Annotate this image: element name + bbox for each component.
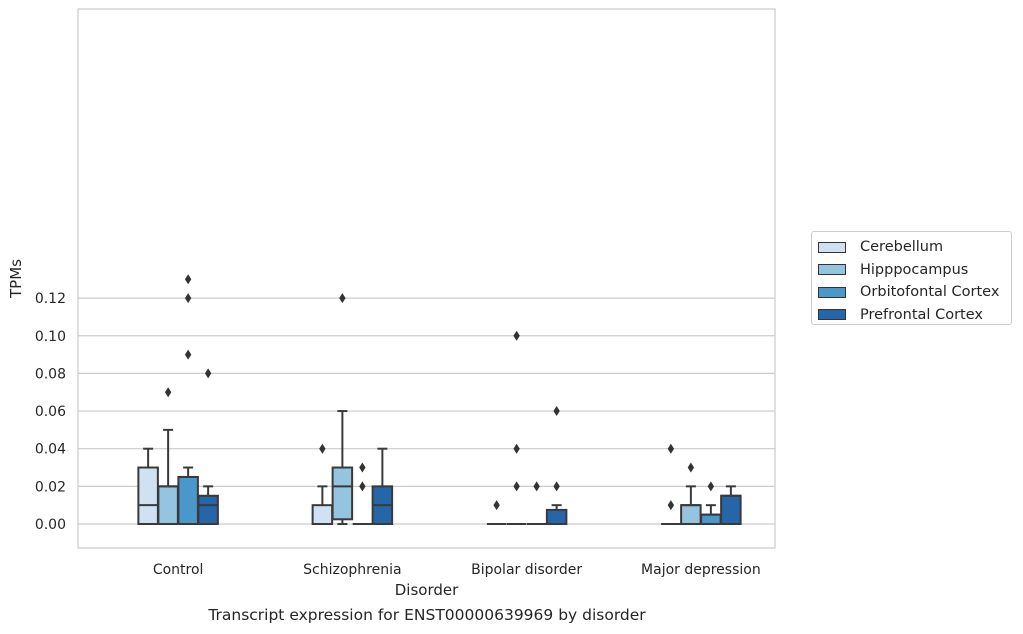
y-tick-label: 0.08 [35,366,66,382]
box [157,485,179,526]
legend-swatch [818,241,846,253]
y-tick-label: 0.00 [35,517,66,533]
box-cerebellum [486,500,507,525]
outlier-point [319,443,326,454]
outlier-point [687,462,695,473]
box [137,466,159,525]
legend-item: Orbitofontal Cortex [818,281,1011,304]
outlier-point [707,481,715,492]
x-tick-label: Control [153,562,204,578]
box [680,504,702,525]
legend-label: Cerebellum [860,239,944,256]
box [720,494,742,526]
box-hipppocampus [506,330,527,525]
legend-label: Prefrontal Cortex [860,306,983,323]
legend-label: Hipppocampus [860,261,969,278]
outlier-point [204,368,212,379]
outlier-point [667,500,675,511]
box-orbitofontal-cortex [177,274,199,525]
box [177,475,199,525]
box-cerebellum [311,443,334,525]
outlier-point [493,500,500,511]
legend-item: Prefrontal Cortex [818,304,1011,327]
y-tick-labels: 0.00 0.02 0.04 0.06 0.08 0.10 0.12 [35,291,66,533]
outlier-point [667,443,675,454]
outlier-point [184,293,192,304]
legend-swatch [818,286,846,298]
chart-title: Transcript expression for ENST0000063996… [208,606,646,624]
box-hipppocampus [331,293,354,525]
box-plots [137,274,742,526]
y-axis-label: TPMs [7,259,25,299]
outlier-point [184,274,192,285]
outlier-point [513,443,520,454]
outlier-point [533,481,540,492]
x-tick-labels: Control Schizophrenia Bipolar disorder Majo… [153,562,761,578]
box-prefrontal-cortex [545,406,568,526]
box [331,466,354,521]
y-tick-label: 0.02 [35,479,66,495]
box-orbitofontal-cortex [352,462,373,525]
y-tick-label: 0.12 [35,291,66,307]
legend-item: Cerebellum [818,236,1011,259]
box-prefrontal-cortex [371,447,394,526]
y-tick-label: 0.10 [35,329,66,345]
x-tick-label: Bipolar disorder [471,562,582,578]
y-tick-label: 0.06 [35,404,66,420]
outlier-point [553,406,560,417]
outlier-point [164,387,172,398]
box-prefrontal-cortex [197,368,219,526]
outlier-point [339,293,346,304]
box-orbitofontal-cortex [700,481,722,526]
outlier-point [553,481,560,492]
legend: Cerebellum Hipppocampus Orbitofontal Corte… [811,231,1012,325]
box [197,494,219,526]
box [311,504,334,525]
x-axis-label: Disorder [395,581,459,599]
legend-swatch [818,264,846,276]
box-prefrontal-cortex [720,485,742,526]
box-hipppocampus [680,462,702,525]
outlier-point [513,330,520,341]
legend-label: Orbitofontal Cortex [860,284,1000,301]
y-tick-label: 0.04 [35,442,66,458]
x-tick-label: Major depression [641,562,761,578]
outlier-point [513,481,520,492]
box-orbitofontal-cortex [526,481,547,525]
legend-item: Hipppocampus [818,259,1011,282]
outlier-point [359,481,366,492]
x-tick-label: Schizophrenia [303,562,401,578]
outlier-point [359,462,366,473]
plot-frame [77,8,776,549]
box-hipppocampus [157,387,179,526]
outlier-point [184,349,192,360]
box [545,508,568,526]
box-cerebellum [661,443,681,525]
box [700,513,722,526]
legend-swatch [818,309,846,321]
box-cerebellum [137,447,159,525]
